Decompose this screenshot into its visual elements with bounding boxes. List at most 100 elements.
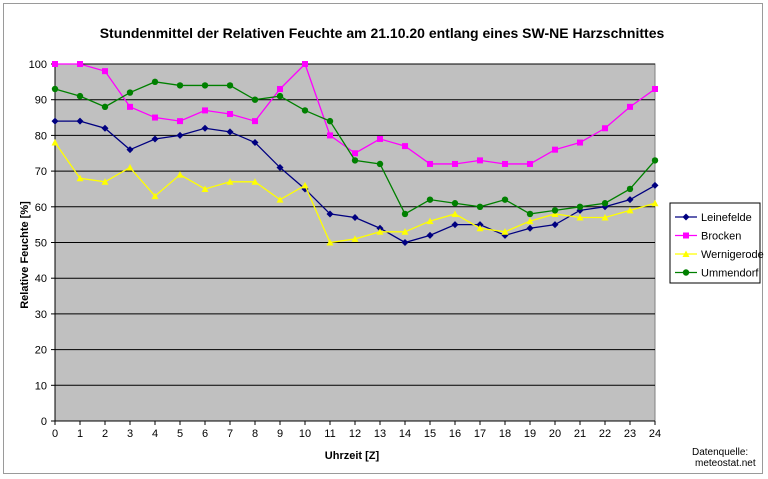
data-point (351, 214, 359, 222)
x-tick-label: 6 (202, 428, 208, 440)
y-tick-label: 90 (35, 95, 47, 107)
data-point (201, 185, 209, 192)
data-point (351, 235, 359, 242)
data-point (226, 178, 234, 185)
data-point (226, 128, 234, 136)
x-tick-label: 15 (424, 428, 436, 440)
series-brocken (52, 61, 658, 167)
data-point (476, 224, 484, 232)
data-point (201, 82, 209, 89)
data-point (151, 192, 159, 200)
data-point (126, 146, 134, 154)
x-tick-label: 16 (449, 428, 461, 440)
x-tick-label: 22 (599, 428, 611, 440)
data-point (276, 196, 284, 203)
data-point (402, 143, 408, 150)
data-point (526, 217, 534, 225)
data-point (651, 157, 659, 164)
data-point (126, 164, 134, 171)
x-tick-label: 18 (499, 428, 511, 440)
y-tick-label: 60 (35, 202, 47, 214)
x-tick-label: 11 (324, 428, 335, 440)
data-point (251, 178, 259, 185)
legend-entry: Ummendorf (675, 268, 759, 280)
data-point (301, 181, 309, 189)
legend-label: Brocken (701, 231, 741, 243)
x-tick-label: 8 (252, 428, 258, 440)
data-point (451, 200, 459, 207)
data-point (252, 118, 258, 125)
data-point (526, 224, 534, 232)
legend-entry: Wernigerode (675, 249, 764, 261)
data-point (276, 164, 284, 172)
legend-label: Wernigerode (701, 249, 764, 261)
legend-entry: Brocken (675, 231, 741, 243)
data-point (176, 131, 184, 139)
data-point (377, 135, 383, 142)
data-point (551, 207, 559, 214)
data-point (501, 228, 509, 235)
x-tick-label: 2 (102, 428, 108, 440)
legend-entry: Leinefelde (675, 212, 752, 224)
x-tick-label: 14 (399, 428, 411, 440)
data-point (651, 199, 659, 207)
data-point (501, 196, 509, 203)
y-tick-label: 10 (35, 380, 47, 392)
data-point (327, 132, 333, 139)
data-point (601, 200, 609, 207)
data-point (526, 210, 534, 218)
data-point (77, 61, 83, 67)
y-tick-label: 20 (35, 345, 47, 357)
data-point (426, 231, 434, 239)
data-point (326, 239, 334, 246)
data-point (51, 117, 59, 125)
data-point (626, 206, 634, 214)
x-tick-label: 10 (299, 428, 311, 440)
source-label: Datenquelle: (692, 447, 748, 458)
x-axis-title: Uhrzeit [Z] (325, 450, 380, 462)
data-point (52, 61, 58, 67)
gridlines (55, 63, 655, 422)
data-point (177, 118, 183, 125)
data-point (476, 203, 484, 210)
data-point (51, 85, 59, 93)
x-tick-label: 21 (574, 428, 586, 440)
data-point (76, 92, 84, 100)
data-point (502, 160, 508, 167)
x-tick-label: 13 (374, 428, 386, 440)
data-point (551, 221, 559, 229)
data-point (682, 213, 690, 221)
x-tick-label: 7 (227, 428, 233, 440)
x-tick-label: 23 (624, 428, 636, 440)
data-point (527, 160, 533, 167)
data-point (577, 139, 583, 146)
x-tick-label: 0 (52, 428, 58, 440)
data-point (127, 103, 133, 110)
data-point (176, 82, 184, 89)
y-tick-label: 50 (35, 238, 47, 250)
data-point (576, 214, 584, 221)
data-point (426, 196, 434, 203)
data-point (151, 78, 159, 86)
data-point (376, 160, 384, 168)
legend-label: Leinefelde (701, 212, 752, 224)
chart-title: Stundenmittel der Relativen Feuchte am 2… (100, 25, 665, 41)
data-point (226, 82, 234, 89)
data-point (401, 239, 409, 246)
series-layer (51, 61, 659, 246)
data-point (683, 232, 689, 239)
series-wernigerode (51, 139, 659, 246)
data-point (176, 171, 184, 178)
data-point (351, 157, 359, 164)
y-tick-label: 70 (35, 166, 47, 178)
data-point (451, 221, 459, 229)
data-point (51, 139, 59, 146)
data-point (552, 146, 558, 153)
y-tick-label: 30 (35, 309, 47, 321)
data-point (151, 135, 159, 143)
x-tick-label: 3 (127, 428, 133, 440)
series-leinefelde (51, 117, 659, 246)
data-point (426, 217, 434, 225)
data-point (251, 96, 259, 103)
